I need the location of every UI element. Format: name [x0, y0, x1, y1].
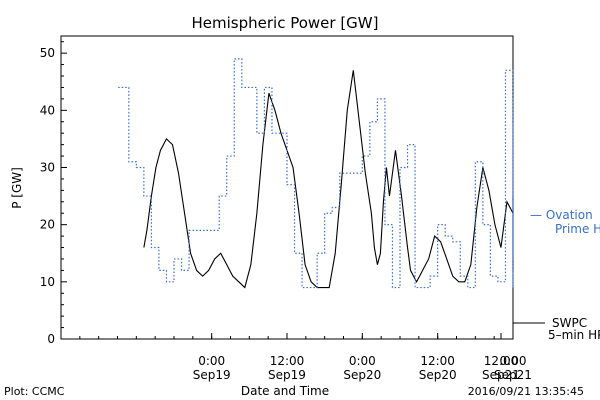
y-tick-label: 10 — [40, 275, 55, 289]
chart-title: Hemispheric Power [GW] — [192, 14, 379, 32]
series-ovation-line — [118, 58, 514, 289]
x-tick-date: Sep21 — [494, 368, 532, 382]
legend: — Ovation Prime HPI SWPC 5–min HPI — [513, 208, 600, 342]
plot-timestamp: 2016/09/21 13:35:45 — [468, 385, 584, 398]
y-axis-label: P [GW] — [10, 167, 24, 209]
y-tick-label: 0 — [47, 332, 55, 346]
x-tick-time: 12:00 — [484, 354, 519, 368]
legend-swpc-line2: 5–min HPI — [548, 328, 600, 342]
x-axis-ticks: 0:00Sep1912:00Sep190:00Sep2012:00Sep200:… — [60, 333, 532, 382]
y-tick-label: 40 — [40, 103, 55, 117]
series-swpc-line — [143, 70, 514, 289]
x-tick-time: 12:00 — [270, 354, 305, 368]
x-tick-time: 0:00 — [198, 354, 225, 368]
x-tick-date: Sep20 — [419, 368, 457, 382]
y-tick-label: 50 — [40, 46, 55, 60]
legend-swpc-line1: SWPC — [552, 316, 587, 330]
plot-credit: Plot: CCMC — [4, 385, 65, 398]
legend-ovation-line1: — Ovation — [530, 208, 593, 222]
series-layer — [118, 58, 514, 289]
y-tick-label: 30 — [40, 160, 55, 174]
x-tick-date: Sep19 — [193, 368, 231, 382]
y-axis-ticks: 0 10 20 30 40 50 — [40, 41, 67, 346]
plot-frame — [60, 35, 514, 340]
legend-ovation-line2: Prime HPI — [555, 222, 600, 236]
x-tick-time: 0:00 — [349, 354, 376, 368]
y-tick-label: 20 — [40, 218, 55, 232]
x-tick-time: 12:00 — [420, 354, 455, 368]
x-tick-date: Sep21 — [482, 368, 520, 382]
x-tick-date: Sep19 — [268, 368, 306, 382]
x-axis-label: Date and Time — [241, 384, 329, 398]
x-tick-time: 0:00 — [500, 354, 527, 368]
x-tick-date: Sep20 — [343, 368, 381, 382]
